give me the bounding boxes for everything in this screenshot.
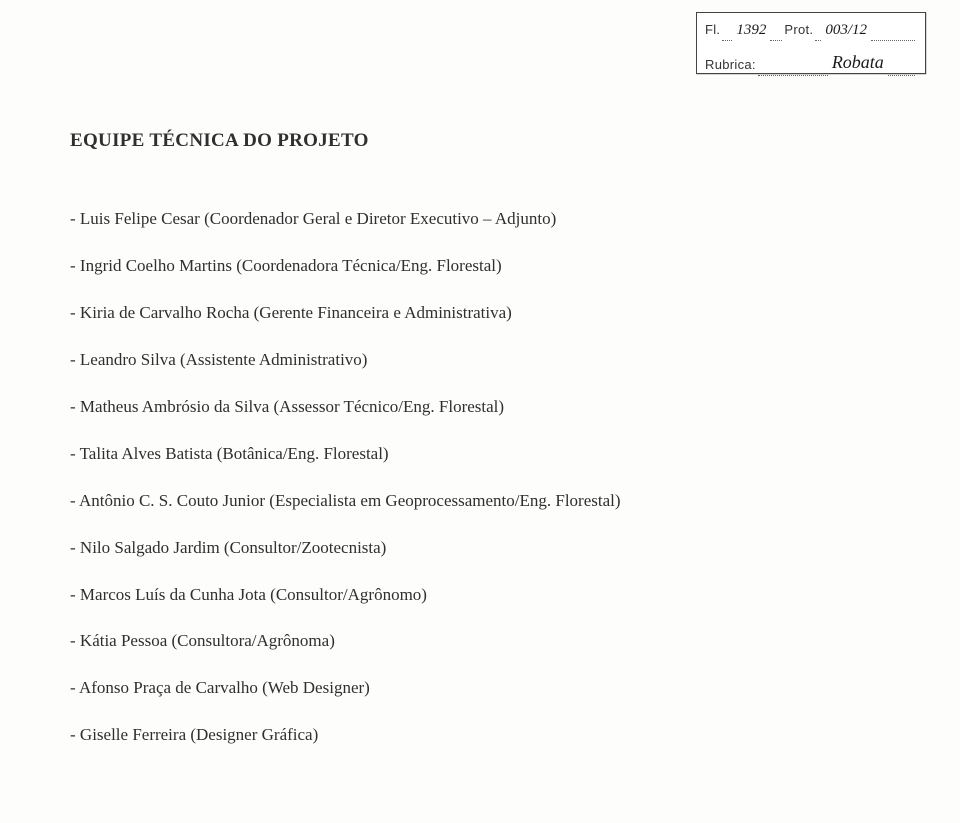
rubrica-label: Rubrica: [705,55,756,76]
list-item: - Afonso Praça de Carvalho (Web Designer… [70,677,890,700]
prot-value: 003/12 [823,18,869,42]
fl-label: Fl. [705,20,720,41]
fl-value: 1392 [734,18,768,42]
protocol-stamp: Fl. 1392 Prot. 003/12 Rubrica: Robata [696,12,926,74]
dotted-line [871,26,915,41]
list-item: - Nilo Salgado Jardim (Consultor/Zootecn… [70,537,890,560]
list-item: - Kiria de Carvalho Rocha (Gerente Finan… [70,302,890,325]
dotted-line [815,26,821,41]
rubrica-signature: Robata [830,48,886,77]
list-item: - Luis Felipe Cesar (Coordenador Geral e… [70,208,890,231]
list-item: - Antônio C. S. Couto Junior (Especialis… [70,490,890,513]
list-item: - Matheus Ambrósio da Silva (Assessor Té… [70,396,890,419]
list-item: - Giselle Ferreira (Designer Gráfica) [70,724,890,747]
list-item: - Talita Alves Batista (Botânica/Eng. Fl… [70,443,890,466]
stamp-row-1: Fl. 1392 Prot. 003/12 [705,17,917,41]
prot-label: Prot. [784,20,813,41]
list-item: - Ingrid Coelho Martins (Coordenadora Té… [70,255,890,278]
document-page: Fl. 1392 Prot. 003/12 Rubrica: Robata EQ… [0,0,960,823]
stamp-row-2: Rubrica: Robata [705,47,917,76]
list-item: - Kátia Pessoa (Consultora/Agrônoma) [70,630,890,653]
dotted-line [770,26,782,41]
dotted-line [888,61,915,76]
list-item: - Leandro Silva (Assistente Administrati… [70,349,890,372]
list-item: - Marcos Luís da Cunha Jota (Consultor/A… [70,584,890,607]
dotted-line [758,61,828,76]
team-list: - Luis Felipe Cesar (Coordenador Geral e… [70,208,890,747]
dotted-line [722,26,732,41]
